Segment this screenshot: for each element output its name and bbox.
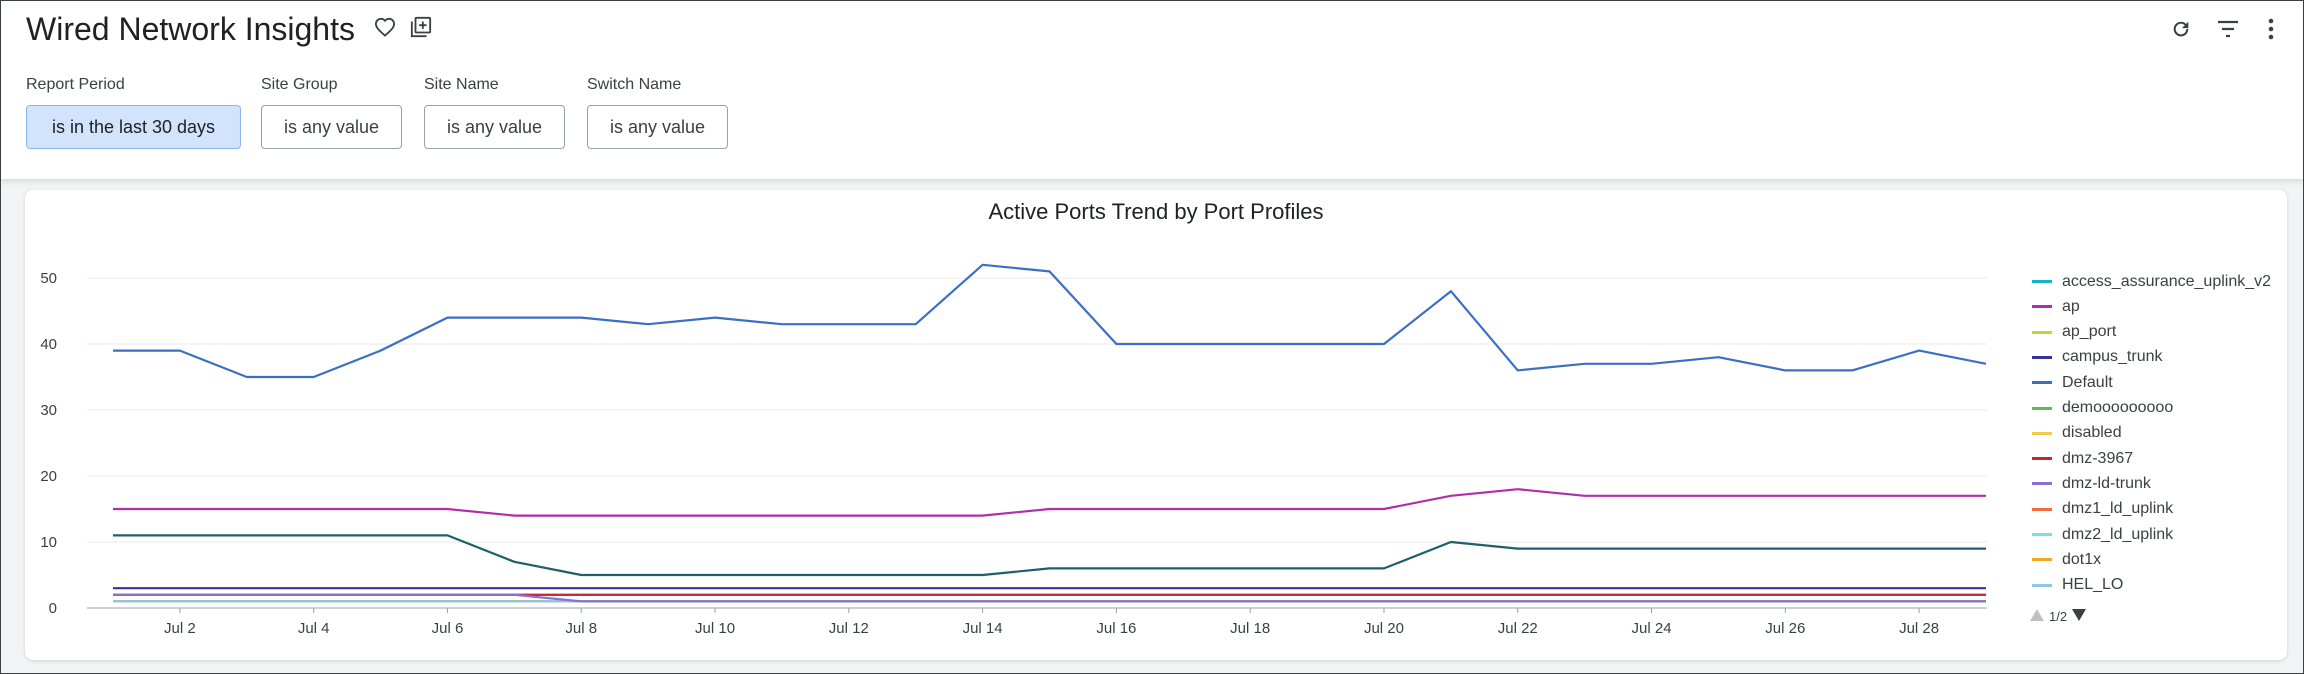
legend-label: ap_port: [2062, 323, 2117, 341]
legend-swatch: [2032, 381, 2052, 385]
legend-label: HEL_LO: [2062, 576, 2124, 594]
series-line-unlabeled: [113, 534, 1986, 577]
legend-label: dmz2_ld_uplink: [2062, 525, 2174, 543]
legend-item[interactable]: ap: [2032, 294, 2080, 319]
legend-label: disabled: [2062, 424, 2122, 442]
legend-item[interactable]: dmz-3967: [2032, 446, 2133, 471]
series-line-default: [113, 263, 1987, 379]
x-tick-label: Jul 18: [1230, 620, 1270, 637]
legend-swatch: [2032, 457, 2052, 461]
legend-item[interactable]: Default: [2032, 370, 2113, 395]
y-tick-label: 10: [40, 534, 57, 551]
series-line-ap: [113, 488, 1986, 517]
legend-swatch: [2032, 507, 2052, 511]
site-group-chip[interactable]: is any value: [261, 105, 402, 149]
filter-site-group: Site Group is any value: [261, 75, 402, 149]
legend-swatch: [2032, 355, 2052, 359]
legend-item[interactable]: disabled: [2032, 421, 2122, 446]
refresh-icon[interactable]: [2165, 13, 2197, 45]
heart-outline-icon[interactable]: [371, 13, 399, 41]
x-tick-label: Jul 28: [1899, 620, 1939, 637]
filter-label: Switch Name: [587, 76, 682, 93]
legend-prev-icon[interactable]: [2029, 608, 2045, 625]
legend-label: dmz1_ld_uplink: [2062, 500, 2174, 518]
filter-report-period: Report Period is in the last 30 days: [26, 75, 241, 149]
legend-label: ap: [2062, 297, 2080, 315]
legend-swatch: [2032, 406, 2052, 410]
filter-icon[interactable]: [2212, 13, 2244, 45]
legend-label: access_assurance_uplink_v2: [2062, 272, 2272, 290]
legend-page-label: 1/2: [2049, 609, 2068, 624]
legend-item[interactable]: access_assurance_uplink_v2: [2032, 269, 2271, 294]
legend-item[interactable]: dot1x: [2032, 547, 2101, 572]
legend-item[interactable]: dmz-ld-trunk: [2032, 471, 2151, 496]
x-tick-label: Jul 8: [565, 620, 597, 637]
x-tick-label: Jul 10: [695, 620, 735, 637]
y-tick-label: 40: [40, 336, 57, 353]
legend-label: dmz-ld-trunk: [2062, 474, 2151, 492]
filter-label: Site Group: [261, 76, 338, 93]
line-chart: Active Ports Trend by Port Profiles 0 10 20…: [40, 199, 1987, 637]
legend-swatch: [2032, 305, 2052, 309]
x-tick-label: Jul 24: [1632, 620, 1672, 637]
legend-swatch: [2032, 280, 2052, 283]
legend-item[interactable]: demooooooooo: [2032, 396, 2173, 421]
dashboard-header: Wired Network Insights Report Period is …: [1, 1, 2303, 179]
legend-item[interactable]: campus_trunk: [2032, 345, 2163, 370]
legend-label: Default: [2062, 373, 2113, 391]
y-tick-label: 0: [49, 600, 57, 617]
filter-site-name: Site Name is any value: [424, 75, 565, 149]
x-tick-label: Jul 6: [432, 620, 464, 637]
add-to-collection-icon[interactable]: [407, 13, 435, 41]
x-tick-label: Jul 4: [298, 620, 330, 637]
legend-label: campus_trunk: [2062, 348, 2163, 366]
legend-swatch: [2032, 431, 2052, 435]
x-tick-label: Jul 14: [963, 620, 1003, 637]
filter-label: Report Period: [26, 76, 125, 93]
legend-item[interactable]: dmz1_ld_uplink: [2032, 497, 2173, 522]
legend-swatch: [2032, 533, 2052, 536]
legend-item[interactable]: HEL_LO: [2032, 573, 2123, 598]
legend-item[interactable]: dmz2_ld_uplink: [2032, 522, 2173, 547]
legend-swatch: [2032, 330, 2052, 334]
y-tick-label: 20: [40, 468, 57, 485]
legend-label: dmz-3967: [2062, 449, 2134, 467]
legend-next-icon[interactable]: [2071, 608, 2087, 625]
legend-pager: 1/2: [2029, 608, 2087, 625]
filter-label: Site Name: [424, 76, 499, 93]
chart-card: Active Ports Trend by Port Profiles 0 10 20…: [25, 190, 2287, 660]
report-period-chip[interactable]: is in the last 30 days: [26, 105, 241, 149]
legend-item[interactable]: ap_port: [2032, 320, 2116, 345]
x-tick-label: Jul 12: [829, 620, 869, 637]
site-name-chip[interactable]: is any value: [424, 105, 565, 149]
y-tick-label: 30: [40, 402, 57, 419]
y-tick-label: 50: [40, 270, 57, 287]
chart-title: Active Ports Trend by Port Profiles: [988, 199, 1323, 224]
legend-swatch: [2032, 482, 2052, 486]
legend-label: demooooooooo: [2062, 399, 2174, 416]
legend-label: dot1x: [2062, 550, 2102, 568]
filter-switch-name: Switch Name is any value: [587, 75, 728, 149]
more-vert-icon[interactable]: [2255, 13, 2287, 45]
legend-swatch: [2032, 558, 2052, 562]
x-tick-label: Jul 20: [1364, 620, 1404, 637]
legend-swatch: [2032, 583, 2052, 587]
x-tick-label: Jul 22: [1498, 620, 1538, 637]
switch-name-chip[interactable]: is any value: [587, 105, 728, 149]
page-title: Wired Network Insights: [26, 11, 355, 47]
series-line-dmz-ld-trunk: [113, 593, 1986, 603]
x-tick-label: Jul 16: [1096, 620, 1136, 637]
x-tick-label: Jul 2: [164, 620, 196, 637]
x-tick-label: Jul 26: [1765, 620, 1805, 637]
